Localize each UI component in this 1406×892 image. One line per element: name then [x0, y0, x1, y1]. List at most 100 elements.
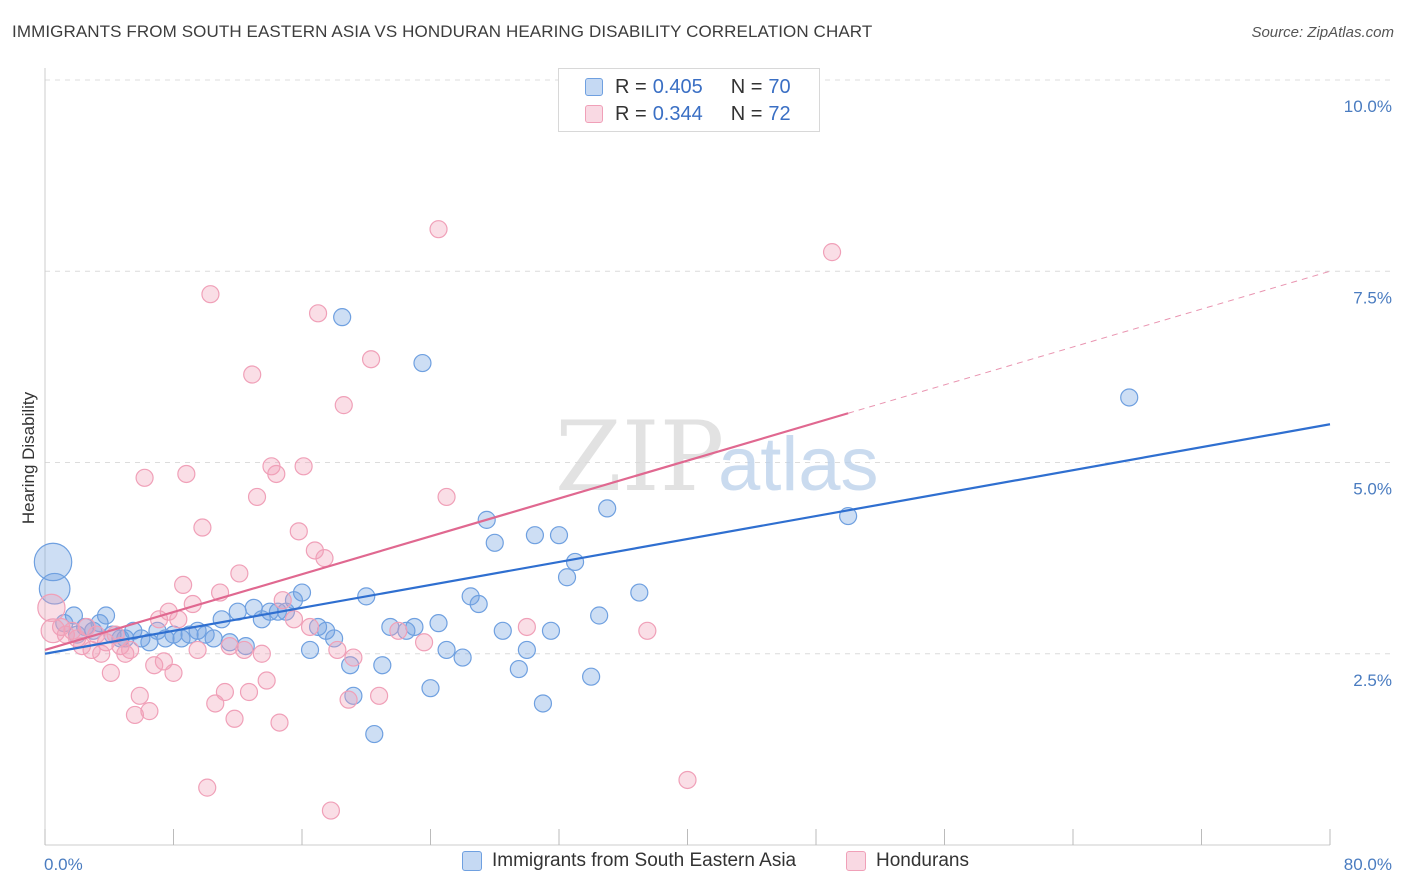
point-sea — [541, 621, 561, 640]
point-sea — [598, 499, 617, 518]
point-honduran — [92, 644, 111, 663]
point-honduran — [370, 686, 389, 705]
point-honduran — [239, 682, 259, 702]
point-sea — [204, 629, 223, 648]
point-honduran — [294, 457, 313, 476]
bottom-legend-label-series1: Immigrants from South Eastern Asia — [492, 850, 797, 871]
point-honduran — [361, 350, 381, 369]
point-honduran — [822, 243, 842, 262]
legend-n-value: 72 — [768, 102, 791, 125]
point-sea — [333, 308, 352, 327]
point-honduran — [230, 564, 249, 583]
point-sea — [1120, 388, 1139, 407]
point-honduran — [270, 713, 289, 732]
point-honduran — [243, 365, 262, 384]
legend-n-label: N = — [730, 102, 763, 125]
point-honduran — [135, 468, 154, 487]
axes — [44, 68, 1331, 846]
point-sea — [365, 724, 384, 744]
point-sea — [300, 640, 320, 660]
bottom-legend-series1: Immigrants from South Eastern Asia — [462, 850, 796, 872]
point-sea — [533, 694, 553, 713]
point-sea — [33, 542, 73, 582]
point-honduran — [437, 487, 456, 507]
point-honduran — [414, 633, 434, 652]
point-sea — [509, 659, 528, 679]
legend-n-label: N = — [730, 75, 763, 98]
point-honduran — [177, 464, 196, 484]
y-tick-label: 7.5% — [1353, 288, 1392, 307]
point-honduran — [225, 709, 244, 728]
point-sea — [437, 640, 456, 660]
point-honduran — [235, 640, 254, 660]
bottom-legend-series2: Hondurans — [846, 850, 969, 872]
legend-row-series1: R = 0.405 N = 70 — [585, 74, 791, 100]
legend-row-series2: R = 0.344 N = 72 — [585, 101, 791, 127]
watermark-atlas: atlas — [718, 422, 879, 507]
point-sea — [64, 606, 84, 625]
point-honduran — [305, 541, 324, 560]
y-tick-label: 2.5% — [1353, 671, 1392, 690]
point-honduran — [164, 663, 183, 682]
point-sea — [565, 552, 585, 572]
point-sea — [96, 606, 116, 625]
legend-n-value: 70 — [768, 75, 791, 98]
trend-line-honduran — [44, 412, 849, 651]
point-sea — [373, 656, 392, 675]
legend-r-value: 0.405 — [652, 75, 703, 98]
legend-r-label: R = — [615, 75, 647, 98]
point-honduran — [247, 487, 267, 507]
grid — [45, 79, 1392, 655]
y-tick-label: 10.0% — [1344, 97, 1392, 116]
point-honduran — [201, 285, 220, 304]
point-sea — [493, 621, 512, 640]
point-honduran — [344, 648, 363, 667]
y-tick-label: 5.0% — [1353, 480, 1392, 499]
y-axis-label: Hearing Disability — [19, 391, 38, 524]
point-honduran — [678, 770, 697, 790]
legend-swatch-series1 — [585, 78, 603, 96]
point-honduran — [429, 220, 448, 239]
legend-r-label: R = — [615, 102, 647, 125]
point-honduran — [193, 518, 212, 537]
point-honduran — [215, 682, 234, 702]
trend-lines — [44, 270, 1331, 655]
legend-swatch-series2 — [585, 105, 603, 123]
point-sea — [212, 610, 231, 629]
bottom-legend-swatch-series2 — [846, 851, 866, 871]
point-honduran — [140, 702, 159, 721]
trend-line-sea — [44, 423, 1331, 655]
point-honduran — [334, 396, 353, 415]
bottom-legend-label-series2: Hondurans — [876, 850, 969, 871]
point-honduran — [101, 663, 120, 682]
point-sea — [590, 606, 609, 625]
point-honduran — [198, 778, 217, 797]
point-honduran — [328, 640, 347, 660]
point-honduran — [37, 593, 66, 623]
point-honduran — [125, 705, 145, 725]
point-honduran — [188, 640, 207, 660]
point-sea — [405, 617, 424, 637]
point-honduran — [257, 671, 276, 690]
bottom-legend: Immigrants from South Eastern Asia Hondu… — [0, 850, 1406, 878]
point-honduran — [220, 636, 239, 656]
point-sea — [517, 640, 536, 660]
point-honduran — [252, 644, 271, 663]
point-honduran — [284, 610, 304, 629]
point-honduran — [145, 656, 164, 675]
point-honduran — [339, 690, 358, 709]
legend: R = 0.405 N = 70 R = 0.344 N = 72 — [558, 68, 820, 132]
point-sea — [469, 594, 488, 614]
chart-title: IMMIGRANTS FROM SOUTH EASTERN ASIA VS HO… — [12, 22, 873, 41]
point-sea — [485, 533, 504, 552]
point-honduran — [77, 617, 96, 637]
point-honduran — [300, 617, 320, 637]
point-honduran — [289, 522, 308, 541]
point-honduran — [638, 621, 657, 640]
point-sea — [525, 526, 545, 545]
point-honduran — [517, 617, 536, 637]
point-honduran — [174, 575, 193, 595]
point-sea — [413, 353, 432, 373]
x-tick-label-min: 0.0% — [44, 855, 83, 874]
